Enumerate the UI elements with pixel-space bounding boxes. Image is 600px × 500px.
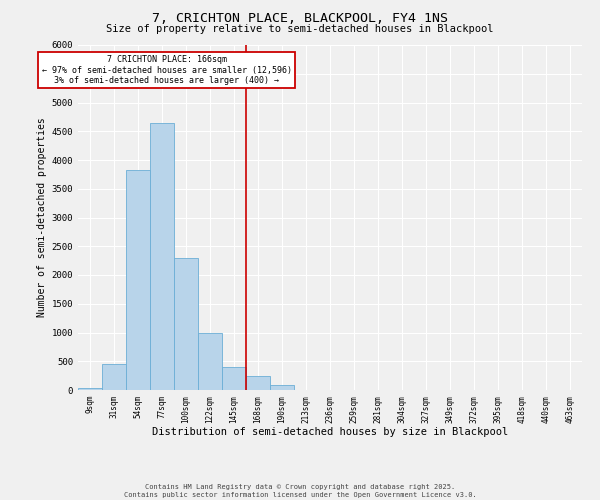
Y-axis label: Number of semi-detached properties: Number of semi-detached properties xyxy=(37,118,47,318)
Text: 7, CRICHTON PLACE, BLACKPOOL, FY4 1NS: 7, CRICHTON PLACE, BLACKPOOL, FY4 1NS xyxy=(152,12,448,26)
Bar xyxy=(222,367,246,390)
Bar xyxy=(246,376,270,390)
Bar xyxy=(174,258,198,390)
Text: 7 CRICHTON PLACE: 166sqm
← 97% of semi-detached houses are smaller (12,596)
3% o: 7 CRICHTON PLACE: 166sqm ← 97% of semi-d… xyxy=(42,56,292,85)
Bar xyxy=(270,386,294,390)
Text: Contains HM Land Registry data © Crown copyright and database right 2025.
Contai: Contains HM Land Registry data © Crown c… xyxy=(124,484,476,498)
Bar xyxy=(102,364,126,390)
Bar xyxy=(126,170,150,390)
Bar xyxy=(198,332,222,390)
Bar xyxy=(150,122,174,390)
X-axis label: Distribution of semi-detached houses by size in Blackpool: Distribution of semi-detached houses by … xyxy=(152,427,508,437)
Text: Size of property relative to semi-detached houses in Blackpool: Size of property relative to semi-detach… xyxy=(106,24,494,34)
Bar xyxy=(78,388,102,390)
